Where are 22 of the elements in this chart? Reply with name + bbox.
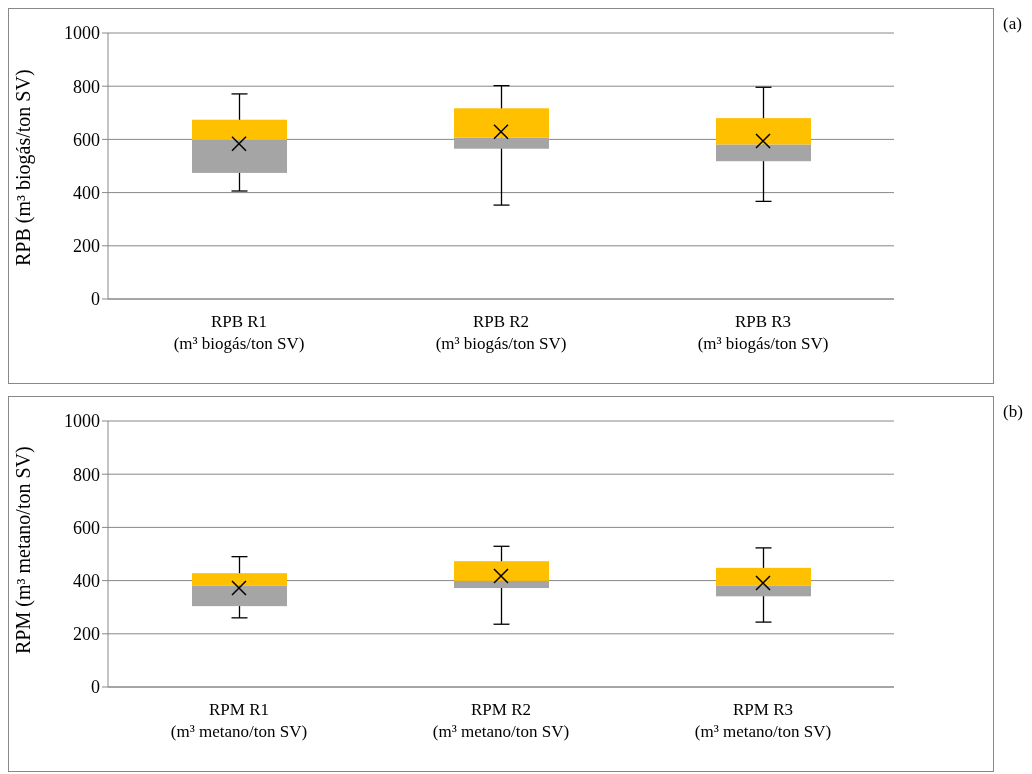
y-tick-label: 200 bbox=[73, 624, 100, 645]
x-tick-label: RPB R2 (m³ biogás/ton SV) bbox=[435, 312, 567, 353]
y-tick-label: 400 bbox=[73, 570, 100, 591]
text: (a) bbox=[1003, 14, 1022, 34]
y-tick-label: 800 bbox=[73, 76, 100, 97]
text: (b) bbox=[1003, 402, 1023, 422]
x-tick-label: RPB R3 (m³ biogás/ton SV) bbox=[697, 312, 829, 353]
y-tick-label: 0 bbox=[91, 677, 100, 698]
y-axis-title: RPM (m³ metano/ton SV) bbox=[12, 446, 36, 654]
y-axis-title: RPB (m³ biogás/ton SV) bbox=[12, 69, 36, 266]
y-tick-label: 600 bbox=[73, 129, 100, 150]
x-tick-label: RPM R3 (m³ metano/ton SV) bbox=[694, 700, 832, 741]
x-tick-label: RPM R1 (m³ metano/ton SV) bbox=[170, 700, 308, 741]
y-tick-label: 800 bbox=[73, 464, 100, 485]
y-tick-label: 0 bbox=[91, 289, 100, 310]
y-tick-label: 1000 bbox=[64, 23, 100, 44]
y-tick-label: 200 bbox=[73, 236, 100, 257]
y-tick-label: 600 bbox=[73, 517, 100, 538]
y-tick-label: 400 bbox=[73, 182, 100, 203]
x-tick-label: RPM R2 (m³ metano/ton SV) bbox=[432, 700, 570, 741]
y-tick-label: 1000 bbox=[64, 411, 100, 432]
x-tick-label: RPB R1 (m³ biogás/ton SV) bbox=[173, 312, 305, 353]
